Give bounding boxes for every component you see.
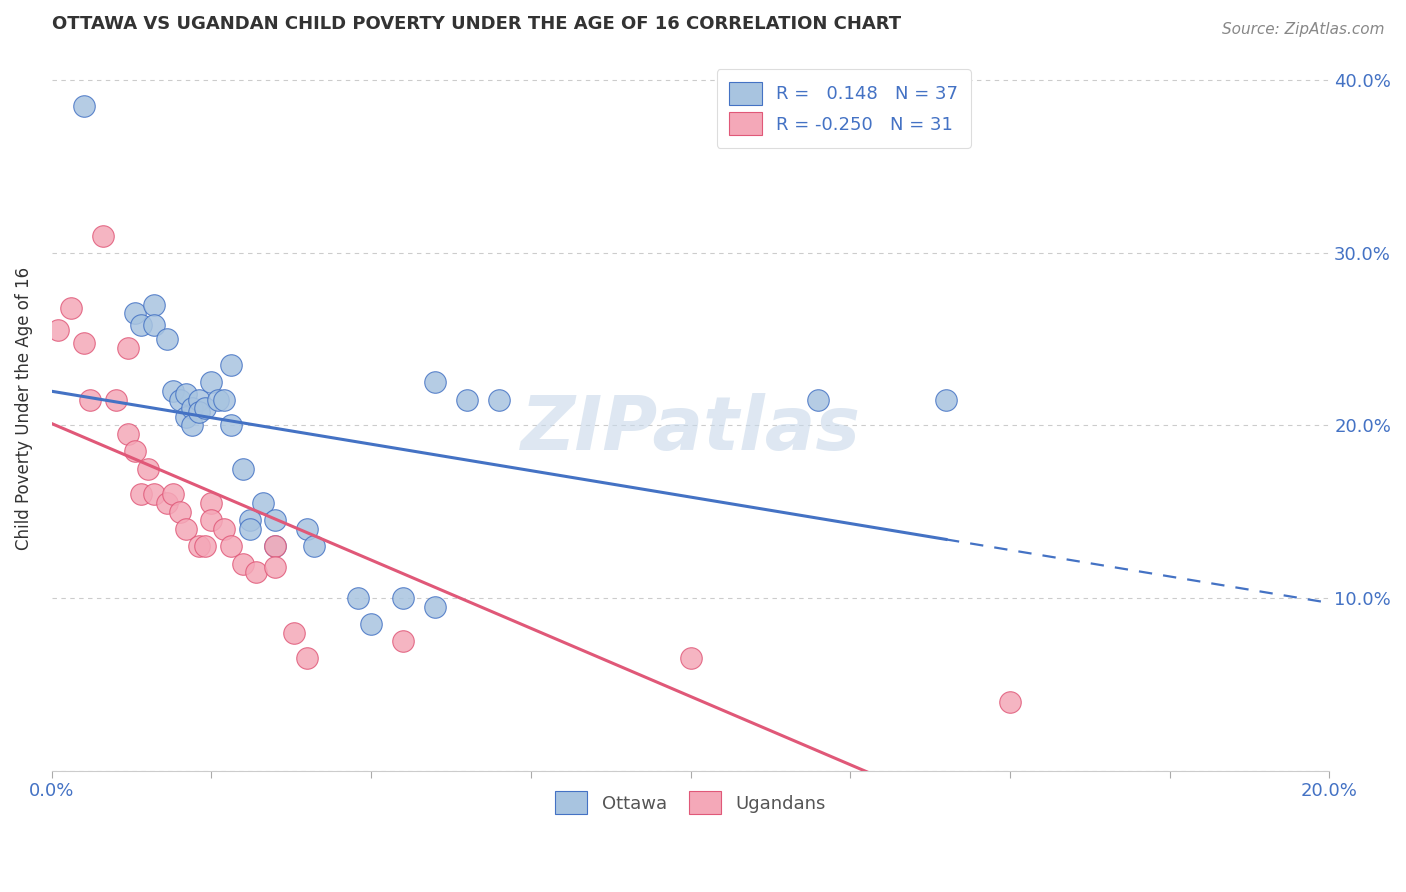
- Point: [297, 651, 319, 665]
- Point: [73, 335, 96, 350]
- Point: [283, 625, 305, 640]
- Point: [935, 392, 957, 407]
- Point: [347, 591, 370, 605]
- Point: [488, 392, 510, 407]
- Point: [264, 539, 287, 553]
- Point: [239, 513, 262, 527]
- Point: [181, 418, 204, 433]
- Point: [264, 560, 287, 574]
- Point: [219, 358, 242, 372]
- Point: [392, 591, 415, 605]
- Text: OTTAWA VS UGANDAN CHILD POVERTY UNDER THE AGE OF 16 CORRELATION CHART: OTTAWA VS UGANDAN CHILD POVERTY UNDER TH…: [52, 15, 901, 33]
- Point: [162, 487, 184, 501]
- Point: [423, 376, 446, 390]
- Point: [219, 418, 242, 433]
- Text: ZIPatlas: ZIPatlas: [520, 393, 860, 467]
- Point: [129, 487, 152, 501]
- Point: [73, 99, 96, 113]
- Point: [91, 228, 114, 243]
- Point: [998, 695, 1021, 709]
- Y-axis label: Child Poverty Under the Age of 16: Child Poverty Under the Age of 16: [15, 267, 32, 549]
- Point: [679, 651, 702, 665]
- Point: [174, 409, 197, 424]
- Point: [212, 392, 235, 407]
- Point: [136, 461, 159, 475]
- Point: [181, 401, 204, 416]
- Point: [174, 522, 197, 536]
- Point: [174, 387, 197, 401]
- Point: [264, 539, 287, 553]
- Point: [169, 392, 191, 407]
- Point: [360, 617, 382, 632]
- Point: [142, 487, 165, 501]
- Point: [200, 376, 222, 390]
- Point: [807, 392, 830, 407]
- Point: [200, 513, 222, 527]
- Point: [194, 401, 217, 416]
- Point: [194, 539, 217, 553]
- Point: [302, 539, 325, 553]
- Point: [142, 318, 165, 333]
- Point: [239, 522, 262, 536]
- Point: [245, 565, 267, 579]
- Point: [187, 392, 209, 407]
- Point: [392, 634, 415, 648]
- Point: [423, 599, 446, 614]
- Point: [129, 318, 152, 333]
- Point: [156, 332, 179, 346]
- Point: [79, 392, 101, 407]
- Point: [212, 522, 235, 536]
- Point: [156, 496, 179, 510]
- Point: [187, 539, 209, 553]
- Point: [124, 306, 146, 320]
- Point: [104, 392, 127, 407]
- Legend: Ottawa, Ugandans: Ottawa, Ugandans: [543, 779, 838, 827]
- Text: Source: ZipAtlas.com: Source: ZipAtlas.com: [1222, 22, 1385, 37]
- Point: [207, 392, 229, 407]
- Point: [187, 404, 209, 418]
- Point: [142, 297, 165, 311]
- Point: [456, 392, 478, 407]
- Point: [124, 444, 146, 458]
- Point: [252, 496, 274, 510]
- Point: [59, 301, 82, 315]
- Point: [162, 384, 184, 398]
- Point: [117, 427, 139, 442]
- Point: [200, 496, 222, 510]
- Point: [169, 505, 191, 519]
- Point: [232, 461, 254, 475]
- Point: [297, 522, 319, 536]
- Point: [117, 341, 139, 355]
- Point: [232, 557, 254, 571]
- Point: [264, 513, 287, 527]
- Point: [219, 539, 242, 553]
- Point: [46, 324, 69, 338]
